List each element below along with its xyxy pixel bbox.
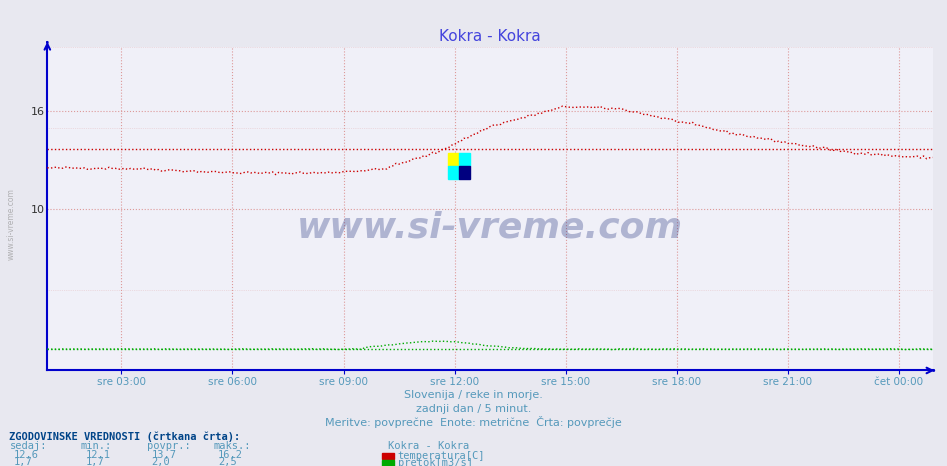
Text: ZGODOVINSKE VREDNOSTI (črtkana črta):: ZGODOVINSKE VREDNOSTI (črtkana črta): [9, 432, 241, 442]
Text: Slovenija / reke in morje.: Slovenija / reke in morje. [404, 391, 543, 400]
Bar [448, 153, 459, 166]
Text: pretok[m3/s]: pretok[m3/s] [398, 458, 473, 466]
Text: povpr.:: povpr.: [147, 441, 190, 451]
Text: 1,7: 1,7 [14, 457, 33, 466]
Text: 2,0: 2,0 [152, 457, 170, 466]
Text: 12,6: 12,6 [14, 450, 39, 459]
Text: Kokra - Kokra: Kokra - Kokra [388, 441, 470, 451]
Text: www.si-vreme.com: www.si-vreme.com [7, 188, 16, 260]
Text: 13,7: 13,7 [152, 450, 176, 459]
Text: 12,1: 12,1 [85, 450, 110, 459]
Bar [448, 166, 459, 179]
Text: 2,5: 2,5 [218, 457, 237, 466]
Text: min.:: min.: [80, 441, 112, 451]
Bar [459, 166, 470, 179]
Text: zadnji dan / 5 minut.: zadnji dan / 5 minut. [416, 404, 531, 414]
Title: Kokra - Kokra: Kokra - Kokra [439, 29, 541, 44]
Bar [459, 153, 470, 166]
Text: sedaj:: sedaj: [9, 441, 47, 451]
Text: maks.:: maks.: [213, 441, 251, 451]
Text: Meritve: povprečne  Enote: metrične  Črta: povprečje: Meritve: povprečne Enote: metrične Črta:… [325, 417, 622, 428]
Text: 1,7: 1,7 [85, 457, 104, 466]
Text: temperatura[C]: temperatura[C] [398, 451, 485, 460]
Text: 16,2: 16,2 [218, 450, 242, 459]
Text: www.si-vreme.com: www.si-vreme.com [297, 211, 683, 245]
